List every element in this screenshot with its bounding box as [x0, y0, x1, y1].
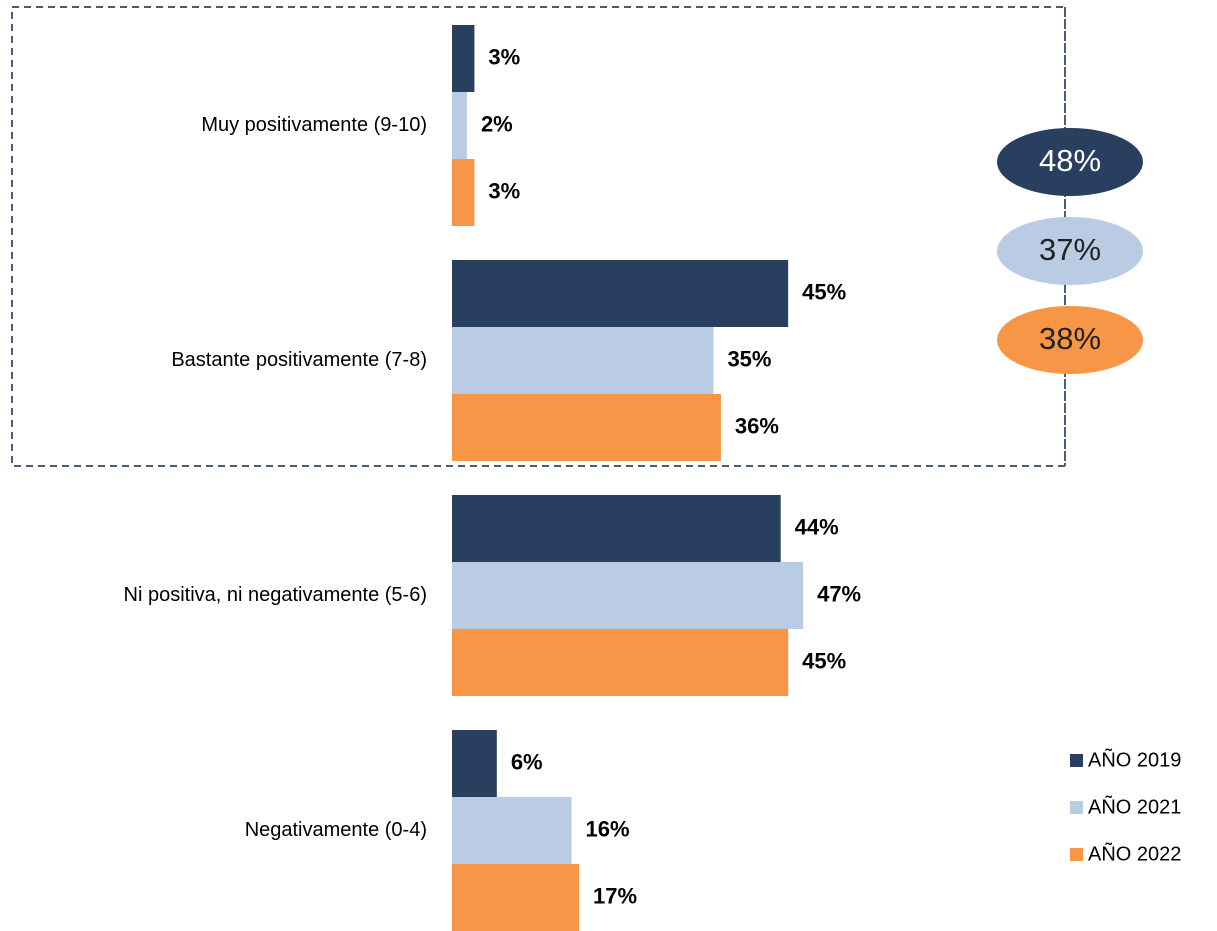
value-label: 45%: [802, 279, 846, 304]
category-label: Ni positiva, ni negativamente (5-6): [124, 584, 427, 606]
value-label: 6%: [511, 749, 543, 774]
value-label: 3%: [488, 178, 520, 203]
bar: [452, 159, 475, 226]
legend-label: AÑO 2021: [1088, 794, 1181, 818]
bar: [452, 260, 789, 327]
value-label: 36%: [735, 413, 779, 438]
bar: [452, 92, 467, 159]
bar: [452, 864, 579, 931]
annotation-text: 38%: [1039, 321, 1101, 356]
bar: [452, 327, 714, 394]
bar: [452, 394, 721, 461]
value-label: 35%: [727, 346, 771, 371]
category-label: Bastante positivamente (7-8): [171, 349, 427, 371]
value-label: 3%: [488, 44, 520, 69]
bar: [452, 629, 789, 696]
legend-swatch: [1070, 801, 1083, 814]
bar: [452, 25, 475, 92]
bar: [452, 562, 804, 629]
category-label: Negativamente (0-4): [245, 819, 427, 841]
value-label: 45%: [802, 648, 846, 673]
bar: [452, 495, 781, 562]
bar: [452, 730, 497, 797]
legend-label: AÑO 2019: [1088, 747, 1181, 771]
category-label: Muy positivamente (9-10): [201, 114, 427, 136]
value-label: 44%: [795, 514, 839, 539]
value-label: 47%: [817, 581, 861, 606]
annotation-bubble: [997, 128, 1143, 196]
legend-swatch: [1070, 754, 1083, 767]
value-label: 17%: [593, 883, 637, 908]
value-label: 2%: [481, 111, 513, 136]
annotation-bubble: [997, 306, 1143, 374]
bar: [452, 797, 572, 864]
value-label: 16%: [586, 816, 630, 841]
legend-label: AÑO 2022: [1088, 841, 1181, 865]
annotation-text: 37%: [1039, 232, 1101, 267]
annotation-text: 48%: [1039, 143, 1101, 178]
legend-swatch: [1070, 848, 1083, 861]
annotation-bubble: [997, 217, 1143, 285]
